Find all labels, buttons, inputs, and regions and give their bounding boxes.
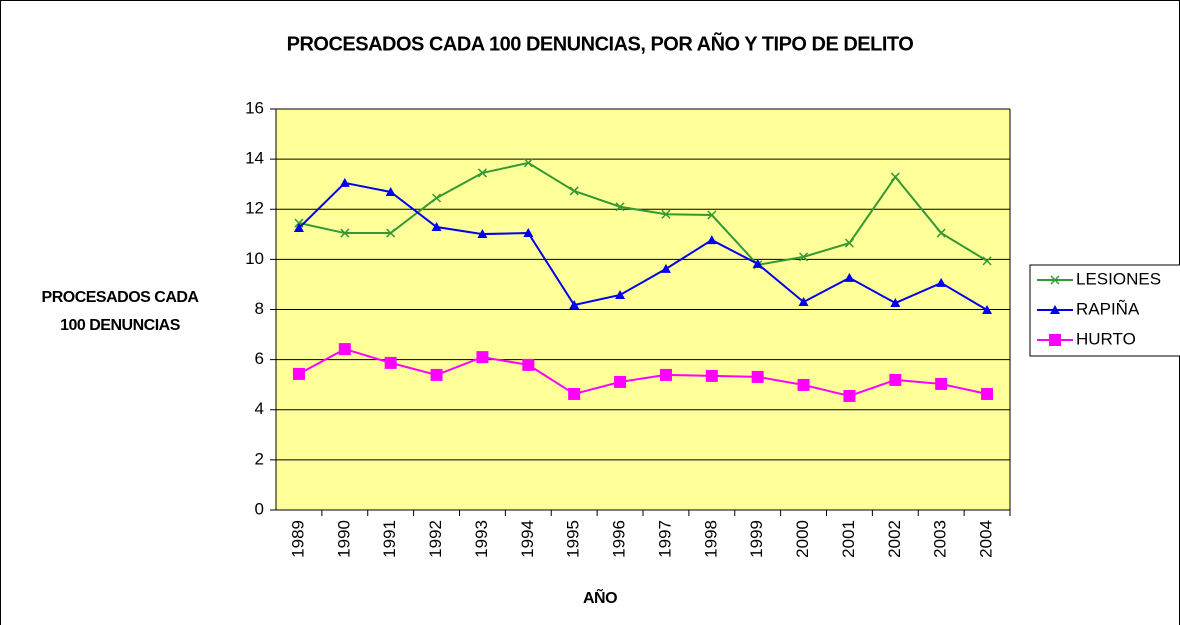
marker [523,228,534,238]
marker [430,368,443,381]
marker [614,375,627,388]
x-tick-label: 2001 [839,520,858,558]
marker [569,299,580,309]
marker [797,378,810,391]
marker [615,289,626,299]
marker [936,277,947,287]
marker [798,296,809,306]
x-tick-label: 1989 [288,520,307,558]
y-tick-label: 12 [245,199,264,218]
series-line [298,348,988,398]
y-tick-label: 8 [255,299,264,318]
x-tick-label: 1999 [747,520,766,558]
x-tick-label: 1992 [426,520,445,558]
y-axis-title: 100 DENUNCIAS [60,317,181,334]
marker [890,297,901,307]
marker [751,370,764,383]
marker [982,305,993,315]
marker [293,223,304,233]
marker [476,351,489,364]
marker [477,229,488,239]
x-tick-label: 1997 [655,520,674,558]
y-tick-label: 2 [255,449,264,468]
marker [705,369,718,382]
marker [522,358,535,371]
series-line [298,161,988,266]
x-tick-label: 2002 [885,520,904,558]
marker [340,228,350,238]
x-tick-label: 2000 [793,520,812,558]
marker [1049,334,1061,346]
y-axis-title: PROCESADOS CADA [42,289,200,306]
x-tick-label: 1996 [610,520,629,558]
marker [844,238,854,248]
marker [661,209,671,219]
x-tick-label: 2004 [977,520,996,558]
marker [843,389,856,402]
legend-label: HURTO [1076,329,1136,348]
marker [615,202,625,212]
marker [982,256,992,266]
marker [935,377,948,390]
legend-label: LESIONES [1076,269,1161,288]
marker [431,222,442,232]
marker [386,228,396,238]
legend-label: RAPIÑA [1076,299,1140,318]
chart-title: PROCESADOS CADA 100 DENUNCIAS, POR AÑO Y… [287,32,914,55]
x-tick-label: 2003 [931,520,950,558]
x-tick-label: 1995 [564,520,583,558]
marker [981,387,994,400]
y-tick-label: 6 [255,349,264,368]
marker [1050,275,1060,285]
marker [799,252,809,262]
marker [889,373,902,386]
marker [384,356,397,369]
marker [659,368,672,381]
marker [1050,305,1060,314]
marker [385,186,396,196]
y-tick-label: 0 [255,499,264,518]
marker [707,210,717,220]
x-tick-label: 1998 [701,520,720,558]
marker [432,193,442,203]
marker [660,263,671,273]
marker [706,235,717,245]
marker [477,168,487,178]
marker [752,258,763,268]
y-tick-label: 14 [245,149,264,168]
x-tick-label: 1991 [380,520,399,558]
x-tick-label: 1994 [518,520,537,558]
marker [339,177,350,187]
marker [936,228,946,238]
marker [890,172,900,182]
x-tick-label: 1990 [334,520,353,558]
marker [569,186,579,196]
marker [338,343,351,356]
y-tick-label: 4 [255,399,264,418]
marker [523,158,533,168]
marker [844,272,855,282]
y-tick-label: 16 [245,98,264,117]
marker [292,367,305,380]
marker [568,387,581,400]
x-tick-label: 1993 [472,520,491,558]
y-tick-label: 10 [245,249,264,268]
series-line [298,181,988,311]
x-axis-title: AÑO [583,587,617,607]
